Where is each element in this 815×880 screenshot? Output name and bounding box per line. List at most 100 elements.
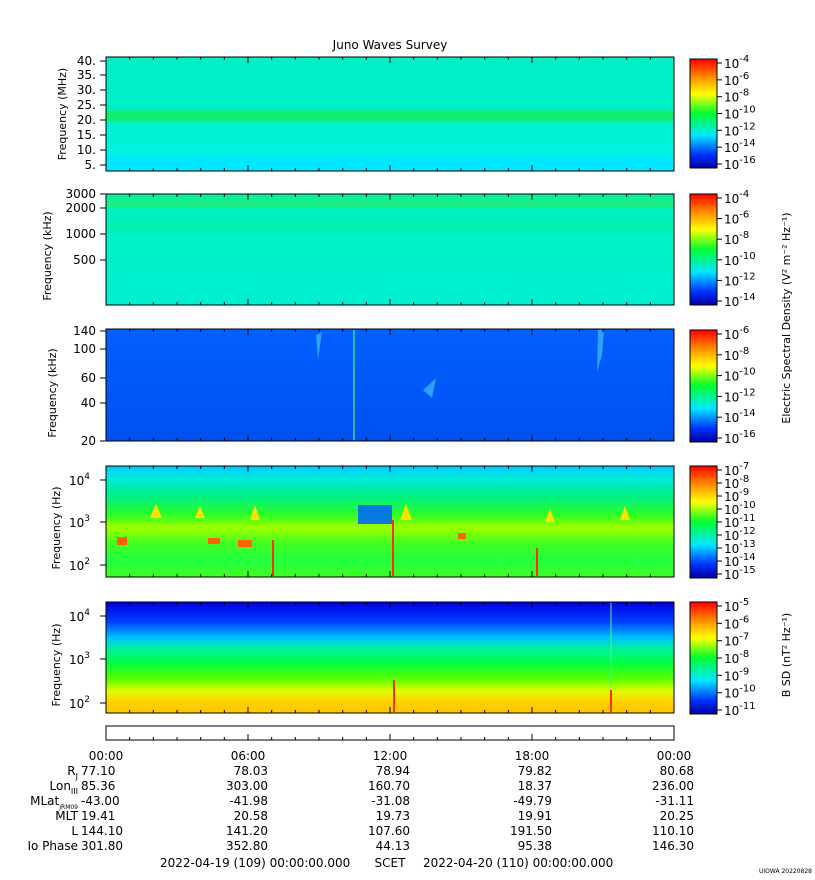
colorbar-tick-label: 10-11 <box>724 513 756 530</box>
colorbar-tick-label: 10-12 <box>724 387 756 404</box>
colorbar-tick-label: 10-14 <box>724 138 756 155</box>
time-tick-label: 12:00 <box>373 749 408 763</box>
ephemeris-value: 19.73 <box>376 809 410 823</box>
y-tick-label: 1000 <box>65 227 96 241</box>
ephemeris-value: 78.03 <box>234 764 268 778</box>
spectrogram-5 <box>105 601 675 714</box>
colorbar-tick-label: 10-8 <box>724 230 749 247</box>
ephemeris-value: 20.25 <box>660 809 694 823</box>
y-tick-label: 104 <box>69 608 90 624</box>
y-tick-label: 15. <box>77 128 96 142</box>
y-tick-label: 60 <box>81 371 96 385</box>
ephemeris-value: 236.00 <box>652 779 694 793</box>
y-tick-label: 35. <box>77 68 96 82</box>
ephemeris-value: -31.08 <box>371 794 410 808</box>
colorbar-5-gradient <box>689 601 718 715</box>
colorbar-3-gradient <box>689 329 718 443</box>
panel-1-ylabel: Frequency (MHz) <box>56 68 69 160</box>
colorbar-tick-label: 10-12 <box>724 526 756 543</box>
colorbar-4 <box>689 465 718 579</box>
ephemeris-table: 00:00 06:00 12:00 18:00 00:00 RJ 77.10 78.03 78.… <box>27 734 694 853</box>
colorbar-tick-label: 10-10 <box>724 105 756 122</box>
colorbar-tick-label: 10-6 <box>724 210 749 227</box>
panel-3: Frequency (kHz) <box>46 328 675 442</box>
y-tick-label: 103 <box>69 514 90 530</box>
footer-scet: SCET <box>375 856 407 870</box>
colorbar-tick-label: 10-9 <box>724 666 749 683</box>
ephemeris-value: 301.80 <box>81 839 123 853</box>
ephemeris-value: 110.10 <box>652 824 694 838</box>
colorbar-tick-label: 10-10 <box>724 367 756 384</box>
panel-5-ylabel: Frequency (Hz) <box>50 624 63 707</box>
y-tick-label: 104 <box>69 472 90 488</box>
colorbar-tick-label: 10-10 <box>724 500 756 517</box>
spectrogram-3 <box>105 328 675 442</box>
colorbar-tick-label: 10-10 <box>724 251 756 268</box>
panel-2: Frequency (kHz) <box>41 193 675 306</box>
colorbar-tick-label: 10-10 <box>724 684 756 701</box>
colorbar-tick-label: 10-11 <box>724 701 756 718</box>
ephemeris-value: 80.68 <box>660 764 694 778</box>
spectrogram-1 <box>105 56 675 172</box>
ephemeris-value: 77.10 <box>81 764 115 778</box>
colorbar-tick-label: 10-14 <box>724 552 756 569</box>
x-axis-ticks <box>105 57 675 713</box>
ephemeris-value: 191.50 <box>510 824 552 838</box>
ephemeris-value: -43.00 <box>81 794 120 808</box>
colorbar-5 <box>689 601 718 715</box>
ephemeris-value: 78.94 <box>376 764 410 778</box>
y-tick-label: 30. <box>77 83 96 97</box>
colorbar-2 <box>689 193 718 306</box>
time-tick-label: 06:00 <box>231 749 266 763</box>
colorbar-tick-labels: 10-410-610-810-1010-1210-1410-1610-410-6… <box>717 54 756 718</box>
ephemeris-value: -49.79 <box>513 794 552 808</box>
chart-title: Juno Waves Survey <box>332 38 448 52</box>
panel-3-ylabel: Frequency (kHz) <box>46 348 59 437</box>
ephemeris-value: 20.58 <box>234 809 268 823</box>
footer-start-time: 2022-04-19 (109) 00:00:00.000 <box>160 856 350 870</box>
ephemeris-value: -41.98 <box>229 794 268 808</box>
ephemeris-label: RJ <box>67 764 78 781</box>
colorbar-tick-label: 10-15 <box>724 565 756 582</box>
ephemeris-label: L <box>71 824 78 838</box>
ephemeris-value: 44.13 <box>376 839 410 853</box>
spectrogram-2 <box>105 193 675 306</box>
ephemeris-value: 79.82 <box>518 764 552 778</box>
colorbar-tick-label: 10-6 <box>724 614 749 631</box>
y-tick-label: 2000 <box>65 201 96 215</box>
colorbar-4-gradient <box>689 465 718 579</box>
ephemeris-label: LonIII <box>50 779 79 796</box>
colorbar-tick-label: 10-6 <box>724 71 749 88</box>
y-tick-label: 102 <box>69 695 90 711</box>
y-tick-label: 103 <box>69 651 90 667</box>
colorbar-tick-label: 10-16 <box>724 429 756 446</box>
colorbar-3 <box>689 329 718 443</box>
ephemeris-label: MLatJRM09 <box>30 794 78 811</box>
y-tick-label: 5. <box>85 158 96 172</box>
colorbar-tick-label: 10-16 <box>724 155 756 172</box>
y-tick-label: 102 <box>69 557 90 573</box>
colorbar-tick-label: 10-4 <box>724 189 749 206</box>
low-density-region <box>358 505 392 524</box>
colorbar-tick-label: 10-8 <box>724 88 749 105</box>
colorbar-1-gradient <box>689 58 718 169</box>
colorbar-tick-label: 10-14 <box>724 408 756 425</box>
time-tick-label: 00:00 <box>657 749 692 763</box>
ephemeris-label: MLT <box>55 809 78 823</box>
colorbar-tick-label: 10-13 <box>724 539 756 556</box>
ephemeris-value: 107.60 <box>368 824 410 838</box>
colorbar-tick-label: 10-5 <box>724 597 749 614</box>
colorbar-tick-label: 10-12 <box>724 271 756 288</box>
colorbar-tick-label: 10-7 <box>724 632 749 649</box>
y-tick-label: 40 <box>81 396 96 410</box>
colorbar-2-gradient <box>689 193 718 306</box>
ephemeris-value: 19.91 <box>518 809 552 823</box>
y-tick-label: 100 <box>73 342 96 356</box>
ephemeris-value: 144.10 <box>81 824 123 838</box>
colorbar-tick-label: 10-8 <box>724 649 749 666</box>
y-tick-label: 10. <box>77 143 96 157</box>
ephemeris-value: 352.80 <box>226 839 268 853</box>
ephemeris-value: 18.37 <box>518 779 552 793</box>
panel-4: Frequency (Hz) <box>50 465 675 578</box>
